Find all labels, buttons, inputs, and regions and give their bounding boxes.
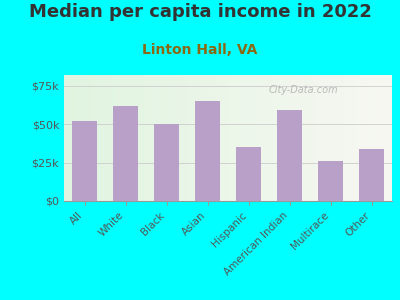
Bar bbox=[154, 124, 179, 201]
Bar bbox=[277, 110, 302, 201]
Text: City-Data.com: City-Data.com bbox=[269, 85, 338, 95]
Bar bbox=[359, 149, 384, 201]
Text: Median per capita income in 2022: Median per capita income in 2022 bbox=[28, 3, 372, 21]
Bar bbox=[72, 121, 97, 201]
Bar bbox=[113, 106, 138, 201]
Bar bbox=[318, 161, 343, 201]
Bar bbox=[195, 101, 220, 201]
Text: Linton Hall, VA: Linton Hall, VA bbox=[142, 44, 258, 58]
Bar bbox=[236, 147, 261, 201]
